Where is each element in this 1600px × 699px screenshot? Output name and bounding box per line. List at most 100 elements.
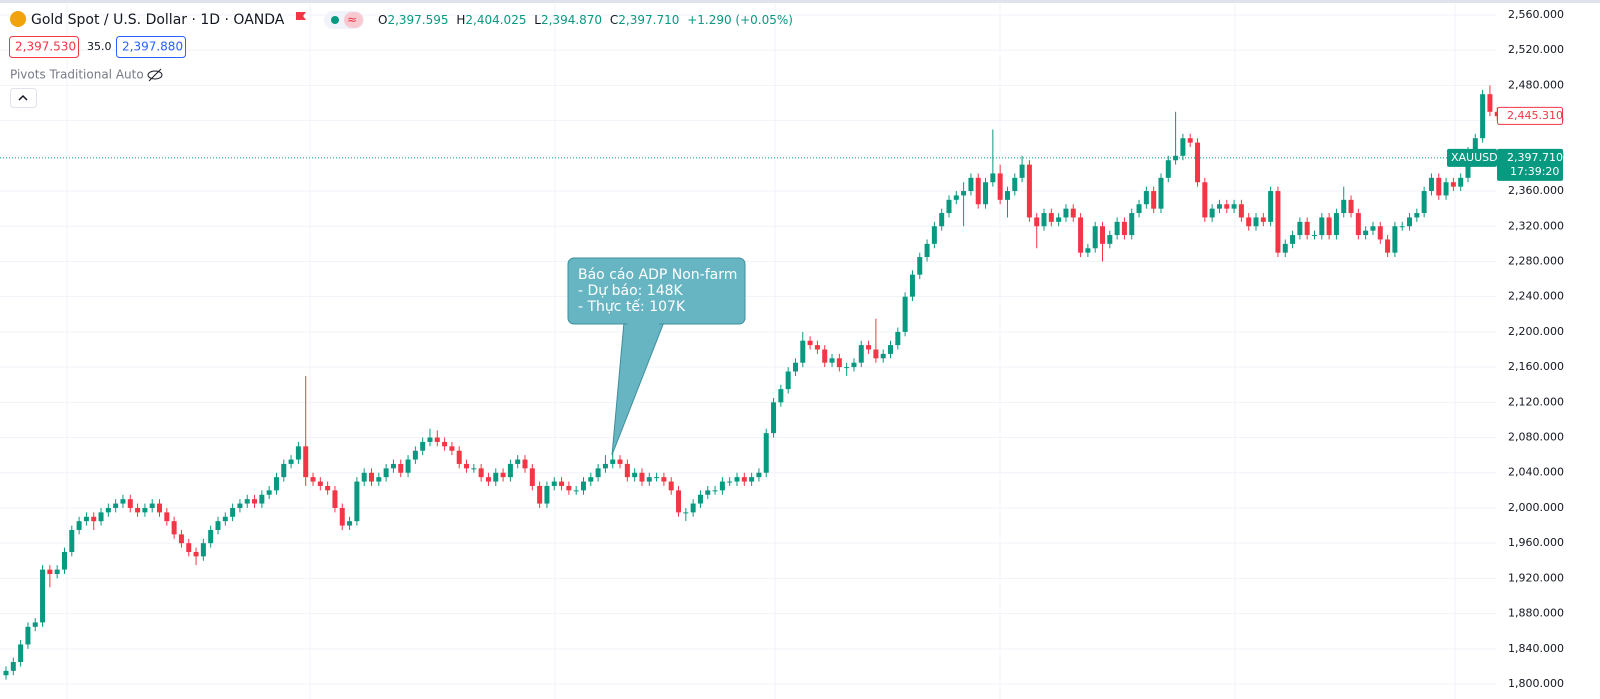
candle-body — [456, 450, 462, 464]
candle-body — [1436, 177, 1442, 196]
candle-body — [646, 477, 652, 482]
candle-body — [288, 459, 294, 464]
candle-body — [697, 494, 703, 504]
candle-body — [566, 485, 572, 491]
candle-body — [807, 340, 813, 346]
y-tick-label: 1,920.000 — [1508, 571, 1564, 584]
candle-body — [390, 463, 396, 469]
candle-body — [281, 463, 287, 478]
symbol-title[interactable]: Gold Spot / U.S. Dollar · 1D · OANDA — [31, 12, 285, 28]
y-tick-label: 2,040.000 — [1508, 466, 1564, 479]
collapse-button[interactable] — [10, 88, 37, 108]
candle-body — [924, 243, 930, 258]
candle-body — [1034, 217, 1040, 227]
candle-body — [1341, 199, 1347, 214]
candle-body — [478, 468, 484, 478]
annotation[interactable]: Báo cáo ADP Non-farm - Dự báo: 148K - Th… — [567, 257, 746, 456]
candle-body — [325, 485, 331, 491]
candle-body — [303, 446, 309, 478]
candle-body — [917, 257, 923, 275]
candle-body — [1158, 177, 1164, 209]
candle-body — [1151, 191, 1157, 209]
candle-body — [1187, 138, 1193, 143]
hide-icon[interactable] — [147, 68, 163, 82]
y-tick-label: 1,960.000 — [1508, 536, 1564, 549]
candle-body — [559, 481, 565, 486]
candle-body — [244, 499, 250, 504]
countdown-label: 17:39:20 — [1510, 165, 1559, 178]
candle-body — [515, 459, 521, 464]
candle-body — [230, 507, 236, 517]
candle-body — [1443, 182, 1449, 196]
indicator-label[interactable]: Pivots Traditional Auto — [10, 68, 144, 82]
candle-body — [997, 173, 1003, 200]
price-axis: 1,800.000 1,840.000 1,880.000 1,920.000 1,96… — [1447, 8, 1564, 690]
y-tick-label: 2,240.000 — [1508, 290, 1564, 303]
candle-body — [763, 433, 769, 473]
candle-body — [383, 468, 389, 478]
candle-body — [580, 481, 586, 491]
candle-body — [1173, 155, 1179, 161]
candle-body — [544, 485, 550, 504]
candle-body — [1326, 217, 1332, 236]
candle-body — [624, 463, 630, 478]
ohlc-key: H — [456, 13, 465, 27]
candle-body — [222, 516, 228, 522]
candle-body — [836, 358, 842, 368]
candle-body — [1048, 213, 1054, 222]
candle-body — [369, 472, 374, 482]
candle-body — [1107, 235, 1113, 244]
candle-body — [668, 481, 674, 491]
candle-body — [1268, 191, 1274, 222]
candle-body — [1297, 221, 1303, 236]
candle-body — [1480, 94, 1486, 139]
candle-body — [1290, 235, 1296, 244]
eye — [147, 70, 163, 80]
candle-body — [1078, 217, 1084, 253]
candle-body — [800, 340, 806, 363]
candle-body — [1311, 235, 1317, 237]
symbol-tag — [1447, 148, 1497, 167]
candle-body — [193, 551, 199, 557]
flag-icon[interactable] — [296, 12, 306, 20]
y-tick-label: 1,800.000 — [1508, 677, 1564, 690]
candle-body — [1019, 164, 1025, 178]
candle-body — [778, 389, 784, 403]
candle-body — [1195, 142, 1201, 183]
candle-body — [1070, 208, 1076, 218]
candle-body — [1165, 160, 1171, 178]
candle-body — [1275, 191, 1281, 253]
candle-body — [654, 477, 660, 479]
candle-body — [1392, 226, 1398, 253]
candle-body — [873, 349, 879, 359]
candle-body — [105, 507, 111, 513]
candle-body — [946, 199, 952, 214]
candle-body — [522, 459, 528, 469]
buy-button[interactable] — [116, 36, 186, 58]
candle-body — [902, 296, 908, 332]
candle-body — [405, 459, 411, 473]
candle-body — [931, 226, 937, 244]
candle-body — [164, 512, 170, 522]
candle-body — [1231, 204, 1237, 209]
candle-body — [40, 569, 46, 623]
candle-body — [1414, 213, 1420, 218]
candle-body — [888, 345, 894, 354]
candle-body — [851, 362, 857, 368]
sell-button[interactable] — [9, 36, 79, 58]
candle-body — [1428, 177, 1434, 192]
callout-pointer — [611, 321, 665, 456]
candle-body — [814, 345, 820, 350]
candle-body — [237, 503, 243, 508]
candle-body — [47, 569, 53, 574]
status-delay — [344, 12, 363, 28]
candle-body — [895, 331, 901, 346]
candle-body — [1472, 138, 1478, 152]
candle-body — [1180, 138, 1186, 156]
annotation-title: Báo cáo ADP Non-farm — [578, 267, 737, 283]
candle-body — [208, 529, 214, 544]
candle-body — [712, 490, 718, 492]
candle-body — [471, 468, 477, 470]
candle-body — [961, 191, 967, 196]
